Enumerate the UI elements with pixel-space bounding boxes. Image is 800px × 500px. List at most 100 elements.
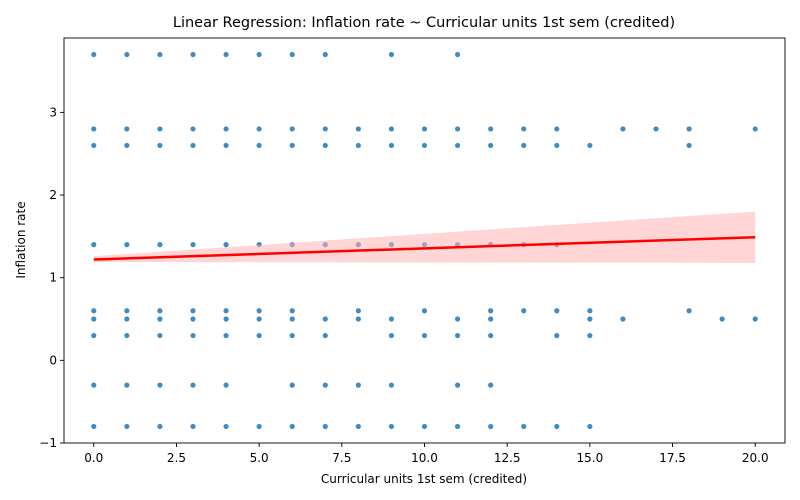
x-tick-label: 17.5 [659,451,686,465]
scatter-point [388,382,395,388]
scatter-point [223,51,229,58]
scatter-point [289,316,295,322]
scatter-point [256,126,262,132]
scatter-point [190,332,196,339]
scatter-point [124,308,130,314]
y-tick-label: −1 [39,436,57,450]
y-tick-label: 3 [49,105,57,119]
scatter-point [91,308,97,314]
scatter-point [124,316,130,322]
scatter-point [157,126,163,132]
scatter-point [421,142,428,149]
scatter-point [322,142,328,149]
scatter-point [388,126,395,132]
scatter-point [289,332,295,339]
scatter-point [719,316,725,322]
scatter-point [124,242,130,248]
scatter-point [91,242,97,248]
scatter-point [554,126,560,132]
scatter-point [488,126,494,132]
scatter-point [521,126,527,132]
scatter-point [91,142,97,149]
y-tick-label: 2 [49,188,57,202]
scatter-point [124,382,130,388]
scatter-point [157,332,163,339]
scatter-point [124,126,130,132]
scatter-point [620,316,626,322]
scatter-point [388,332,395,339]
scatter-point [686,308,692,314]
scatter-point [256,308,262,314]
scatter-point [653,126,659,132]
scatter-point [322,51,328,58]
scatter-point [223,332,229,339]
scatter-point [157,423,163,430]
scatter-point [322,332,328,339]
scatter-point [190,242,196,248]
x-axis-title: Curricular units 1st sem (credited) [321,472,527,486]
scatter-point [190,126,196,132]
scatter-point [454,126,461,132]
scatter-point [157,308,163,314]
scatter-point [256,423,262,430]
scatter-point [454,423,461,430]
scatter-point [620,126,626,132]
scatter-point [521,423,527,430]
scatter-point [157,51,163,58]
scatter-point [223,382,229,388]
scatter-point [454,51,461,58]
scatter-point [488,316,494,322]
scatter-point [421,126,428,132]
x-tick-label: 5.0 [250,451,269,465]
scatter-point [488,332,494,339]
scatter-point [157,242,163,248]
confidence-band [93,211,756,263]
scatter-point [124,332,130,339]
scatter-point [223,423,229,430]
x-tick-label: 2.5 [167,451,186,465]
scatter-point [223,242,229,248]
scatter-point [752,316,758,322]
x-tick-label: 15.0 [577,451,604,465]
y-axis-title: Inflation rate [14,201,28,278]
scatter-point [686,142,692,149]
scatter-point [322,423,328,430]
scatter-point [223,142,229,149]
scatter-point [587,332,593,339]
scatter-point [554,332,560,339]
scatter-point [421,423,428,430]
scatter-point [124,51,130,58]
scatter-point [223,316,229,322]
scatter-point [322,382,328,388]
y-tick-label: 0 [49,353,57,367]
x-tick-label: 7.5 [332,451,351,465]
scatter-point [289,382,295,388]
scatter-point [752,126,758,132]
x-tick-label: 0.0 [84,451,103,465]
scatter-point [157,142,163,149]
scatter-point [289,423,295,430]
scatter-point [521,142,527,149]
scatter-point [91,316,97,322]
scatter-point [355,308,361,314]
scatter-point [289,126,295,132]
scatter-point [256,332,262,339]
scatter-point [686,126,692,132]
scatter-point [388,142,395,149]
x-tick-label: 12.5 [494,451,521,465]
scatter-point [488,308,494,314]
scatter-point [124,142,130,149]
scatter-point [256,316,262,322]
scatter-point [554,308,560,314]
scatter-point [388,316,395,322]
scatter-point [91,382,97,388]
chart-title: Linear Regression: Inflation rate ~ Curr… [173,15,675,31]
scatter-point [190,316,196,322]
scatter-point [91,51,97,58]
scatter-point [488,382,494,388]
scatter-point [587,316,593,322]
scatter-point [124,423,130,430]
scatter-point [91,126,97,132]
